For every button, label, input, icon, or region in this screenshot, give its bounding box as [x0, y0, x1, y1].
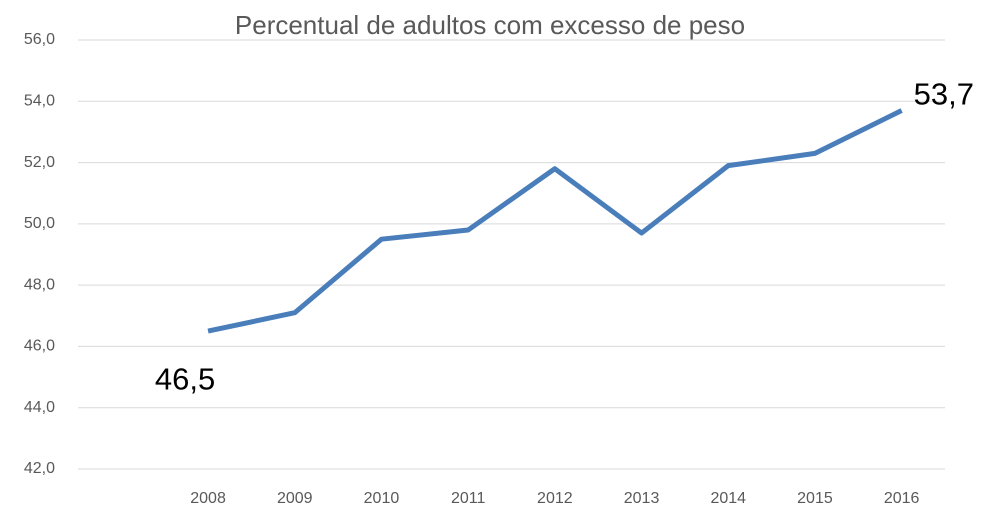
data-label: 46,5 — [155, 361, 215, 396]
y-tick-label: 50,0 — [24, 215, 55, 232]
x-tick-label: 2009 — [277, 490, 313, 507]
y-tick-label: 52,0 — [24, 154, 55, 171]
x-tick-label: 2008 — [190, 490, 226, 507]
y-tick-label: 42,0 — [24, 460, 55, 477]
x-tick-label: 2011 — [451, 490, 486, 507]
data-label: 53,7 — [914, 77, 974, 112]
y-tick-label: 54,0 — [24, 93, 55, 110]
y-tick-label: 48,0 — [24, 276, 55, 293]
series-line — [207, 108, 903, 334]
x-tick-label: 2016 — [884, 490, 920, 507]
x-tick-label: 2010 — [364, 490, 400, 507]
y-tick-label: 56,0 — [24, 31, 55, 48]
y-tick-label: 46,0 — [24, 338, 55, 355]
x-tick-label: 2015 — [797, 490, 833, 507]
y-tick-label: 44,0 — [24, 399, 55, 416]
x-tick-label: 2012 — [537, 490, 573, 507]
x-tick-label: 2013 — [624, 490, 660, 507]
chart-title: Percentual de adultos com excesso de pes… — [235, 10, 745, 40]
x-tick-label: 2014 — [710, 490, 746, 507]
